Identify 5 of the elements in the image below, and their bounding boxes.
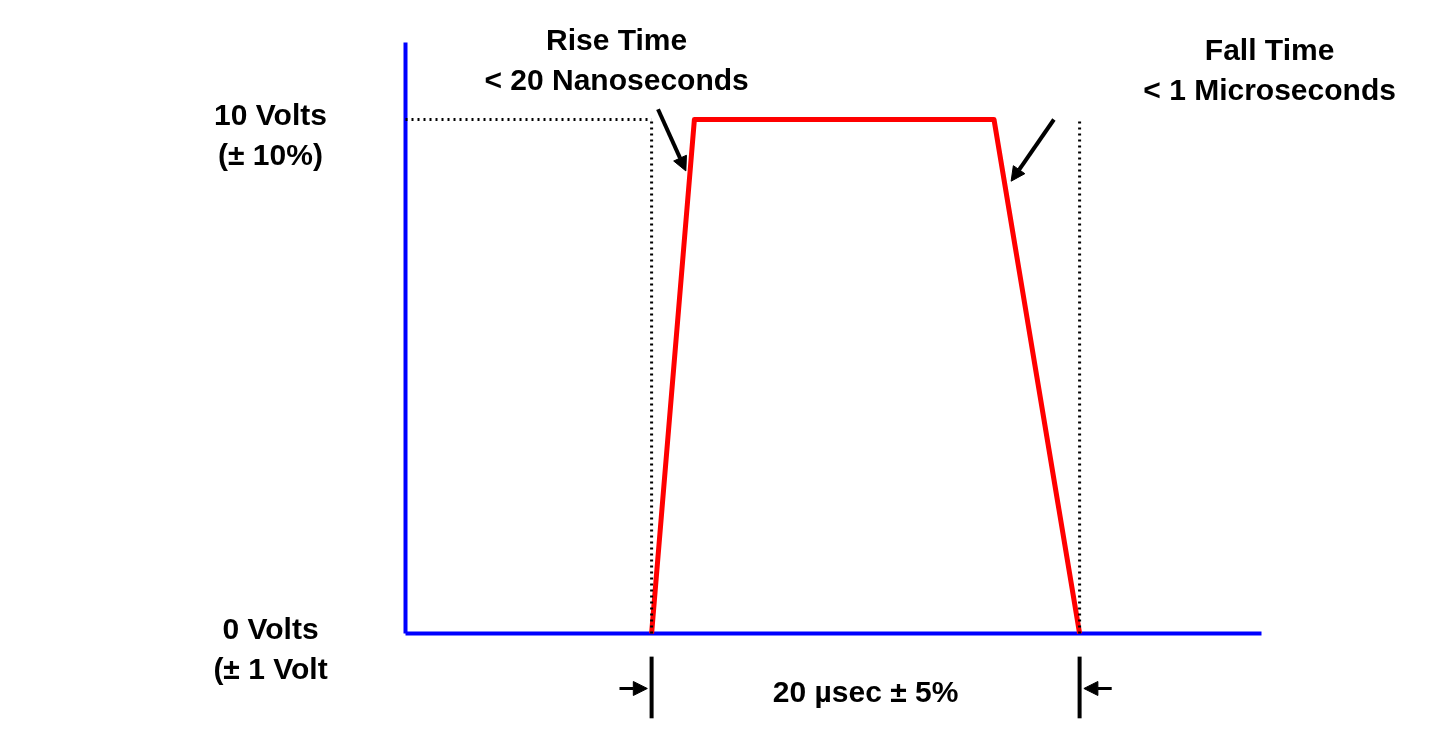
text: 0 Volts (± 1 Volt <box>213 612 328 685</box>
text: 20 µsec ± 5% <box>772 675 959 708</box>
text: 10 Volts (± 10%) <box>214 98 327 171</box>
text: Fall Time < 1 Microseconds <box>1143 33 1396 106</box>
text: Rise Time < 20 Nanoseconds <box>484 23 749 96</box>
